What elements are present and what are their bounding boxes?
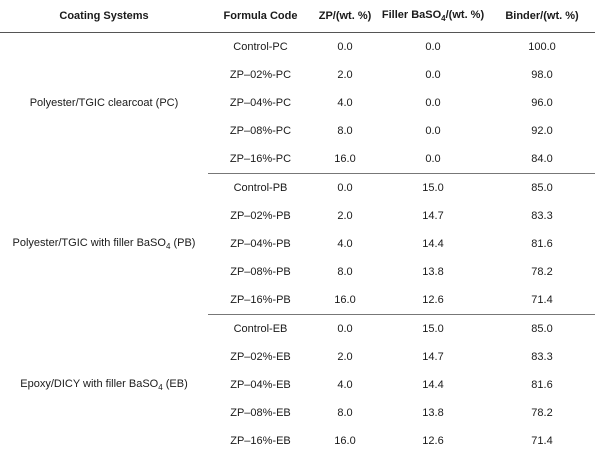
binder-cell: 92.0 <box>489 117 595 145</box>
zp-cell: 16.0 <box>313 286 377 315</box>
formula-code-cell: ZP–16%-PC <box>208 145 313 174</box>
formula-code-cell: ZP–02%-PC <box>208 61 313 89</box>
filler-cell: 14.7 <box>377 343 489 371</box>
filler-cell: 12.6 <box>377 427 489 455</box>
zp-cell: 0.0 <box>313 33 377 62</box>
coating-system-cell: Epoxy/DICY with filler BaSO4 (EB) <box>0 315 208 455</box>
formula-code-cell: ZP–02%-EB <box>208 343 313 371</box>
header-zp: ZP/(wt. %) <box>313 0 377 33</box>
table-row: Epoxy/DICY with filler BaSO4 (EB) Contro… <box>0 315 595 344</box>
formula-code-cell: ZP–02%-PB <box>208 202 313 230</box>
zp-cell: 8.0 <box>313 258 377 286</box>
formula-code-cell: Control-PB <box>208 174 313 203</box>
table-row: Polyester/TGIC with filler BaSO4 (PB) Co… <box>0 174 595 203</box>
filler-cell: 13.8 <box>377 258 489 286</box>
filler-cell: 12.6 <box>377 286 489 315</box>
filler-cell: 0.0 <box>377 61 489 89</box>
coating-system-suffix: (EB) <box>163 378 188 390</box>
zp-cell: 2.0 <box>313 343 377 371</box>
coating-system-label: Polyester/TGIC with filler BaSO <box>13 237 166 249</box>
header-filler: Filler BaSO4/(wt. %) <box>377 0 489 33</box>
coating-system-label: Polyester/TGIC clearcoat (PC) <box>30 97 179 109</box>
zp-cell: 16.0 <box>313 427 377 455</box>
zp-cell: 0.0 <box>313 315 377 344</box>
binder-cell: 83.3 <box>489 343 595 371</box>
zp-cell: 16.0 <box>313 145 377 174</box>
header-filler-label: Filler BaSO <box>382 9 441 21</box>
zp-cell: 0.0 <box>313 174 377 203</box>
zp-cell: 4.0 <box>313 230 377 258</box>
binder-cell: 96.0 <box>489 89 595 117</box>
coating-system-label: Epoxy/DICY with filler BaSO <box>20 378 158 390</box>
filler-cell: 0.0 <box>377 145 489 174</box>
table-row: Polyester/TGIC clearcoat (PC) Control-PC… <box>0 33 595 62</box>
coating-system-cell: Polyester/TGIC with filler BaSO4 (PB) <box>0 174 208 315</box>
binder-cell: 71.4 <box>489 427 595 455</box>
binder-cell: 83.3 <box>489 202 595 230</box>
binder-cell: 78.2 <box>489 258 595 286</box>
binder-cell: 85.0 <box>489 174 595 203</box>
header-row: Coating Systems Formula Code ZP/(wt. %) … <box>0 0 595 33</box>
binder-cell: 84.0 <box>489 145 595 174</box>
formula-code-cell: ZP–08%-PC <box>208 117 313 145</box>
filler-cell: 14.4 <box>377 230 489 258</box>
formula-code-cell: ZP–04%-PC <box>208 89 313 117</box>
binder-cell: 78.2 <box>489 399 595 427</box>
binder-cell: 81.6 <box>489 230 595 258</box>
formula-code-cell: ZP–04%-PB <box>208 230 313 258</box>
coating-system-cell: Polyester/TGIC clearcoat (PC) <box>0 33 208 174</box>
header-coating-systems: Coating Systems <box>0 0 208 33</box>
zp-cell: 8.0 <box>313 399 377 427</box>
filler-cell: 13.8 <box>377 399 489 427</box>
filler-cell: 0.0 <box>377 117 489 145</box>
binder-cell: 100.0 <box>489 33 595 62</box>
zp-cell: 2.0 <box>313 202 377 230</box>
zp-cell: 8.0 <box>313 117 377 145</box>
formula-code-cell: ZP–08%-EB <box>208 399 313 427</box>
formula-code-cell: Control-PC <box>208 33 313 62</box>
header-binder: Binder/(wt. %) <box>489 0 595 33</box>
formula-code-cell: ZP–08%-PB <box>208 258 313 286</box>
coating-system-suffix: (PB) <box>170 237 195 249</box>
formula-code-cell: ZP–16%-EB <box>208 427 313 455</box>
binder-cell: 71.4 <box>489 286 595 315</box>
formula-code-cell: Control-EB <box>208 315 313 344</box>
header-filler-unit: /(wt. %) <box>446 9 485 21</box>
filler-cell: 14.7 <box>377 202 489 230</box>
binder-cell: 81.6 <box>489 371 595 399</box>
filler-cell: 14.4 <box>377 371 489 399</box>
binder-cell: 85.0 <box>489 315 595 344</box>
filler-cell: 15.0 <box>377 315 489 344</box>
filler-cell: 15.0 <box>377 174 489 203</box>
binder-cell: 98.0 <box>489 61 595 89</box>
filler-cell: 0.0 <box>377 33 489 62</box>
zp-cell: 4.0 <box>313 371 377 399</box>
formula-code-cell: ZP–04%-EB <box>208 371 313 399</box>
zp-cell: 4.0 <box>313 89 377 117</box>
filler-cell: 0.0 <box>377 89 489 117</box>
zp-cell: 2.0 <box>313 61 377 89</box>
formula-code-cell: ZP–16%-PB <box>208 286 313 315</box>
header-formula-code: Formula Code <box>208 0 313 33</box>
